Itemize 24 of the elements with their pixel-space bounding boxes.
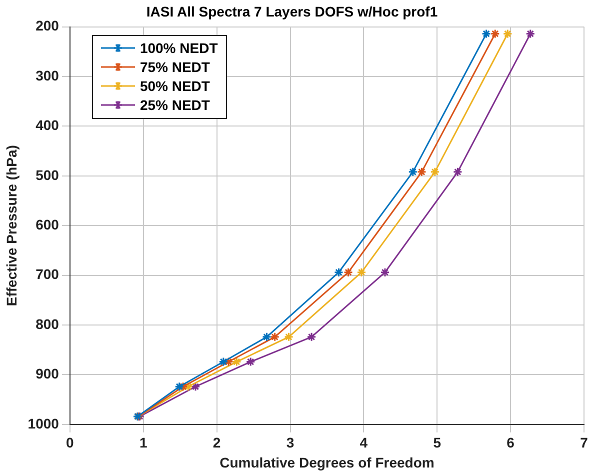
x-tick-label: 0 [66, 434, 74, 451]
y-tick-label: 1000 [28, 415, 60, 432]
legend-label: 25% NEDT [140, 97, 210, 114]
x-tick-label: 5 [433, 434, 442, 451]
y-tick-label: 300 [36, 67, 60, 84]
x-tick-label: 6 [506, 434, 515, 451]
legend-label: 50% NEDT [140, 78, 210, 94]
y-tick-label: 700 [36, 266, 60, 282]
y-tick-label: 500 [36, 166, 60, 183]
x-tick-label: 7 [580, 434, 588, 451]
x-tick-label: 4 [360, 434, 368, 451]
legend-label: 75% NEDT [140, 59, 210, 76]
y-tick-label: 900 [36, 366, 60, 382]
y-tick-label: 600 [36, 216, 60, 232]
x-tick-label: 3 [286, 434, 294, 451]
legend-label: 100% NEDT [140, 40, 218, 56]
x-tick-label: 1 [139, 434, 148, 451]
y-tick-label: 200 [36, 18, 60, 34]
chart-title: IASI All Spectra 7 Layers DOFS w/Hoc prof1 [146, 3, 438, 20]
y-tick-label: 800 [36, 316, 60, 332]
y-axis-title: Effective Pressure (hPa) [3, 145, 20, 306]
y-tick-label: 400 [36, 117, 60, 134]
x-tick-label: 2 [212, 434, 221, 451]
x-axis-title: Cumulative Degrees of Freedom [220, 454, 434, 470]
